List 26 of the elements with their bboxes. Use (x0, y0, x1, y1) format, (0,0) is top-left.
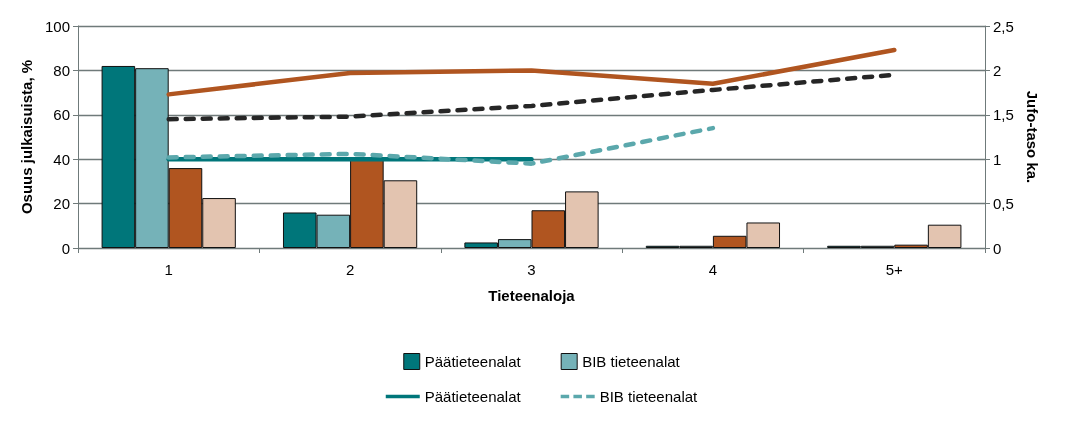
y-tick-label: 40 (53, 150, 70, 168)
legend-label: Päätieteenalat (424, 388, 522, 405)
y2-tick-label: 1 (993, 150, 1002, 168)
x-tick-label: 4 (708, 261, 718, 278)
y2-tick-label: 0,5 (993, 195, 1014, 213)
legend-label: BIB tieteenalat (599, 388, 699, 405)
y2-tick-label: 1,5 (993, 106, 1014, 124)
x-axis-title: Tieteenaloja (488, 287, 576, 304)
x-tick-label: 1 (164, 261, 173, 278)
x-tick-label: 3 (527, 261, 536, 278)
line-series (166, 47, 897, 97)
y-tick-label: 20 (53, 195, 70, 213)
y2-tick-label: 2,5 (993, 17, 1014, 35)
y2-tick-label: 2 (993, 61, 1002, 79)
y-tick-label: 80 (53, 61, 70, 79)
x-tick-label: 5+ (885, 261, 904, 278)
y-tick-label: 0 (61, 239, 70, 257)
y2-axis-title: Jufo-taso ka. (1024, 90, 1041, 184)
legend-label: BIB tieteenalat (582, 353, 681, 370)
line-series (166, 125, 716, 166)
x-tick-label: 2 (345, 261, 355, 278)
y-tick-label: 100 (44, 17, 70, 35)
y-tick-label: 60 (53, 106, 70, 124)
y2-tick-label: 0 (993, 239, 1002, 257)
legend-label: Päätieteenalat (424, 353, 522, 370)
y-axis-title: Osuus julkaisuista, % (18, 59, 36, 215)
